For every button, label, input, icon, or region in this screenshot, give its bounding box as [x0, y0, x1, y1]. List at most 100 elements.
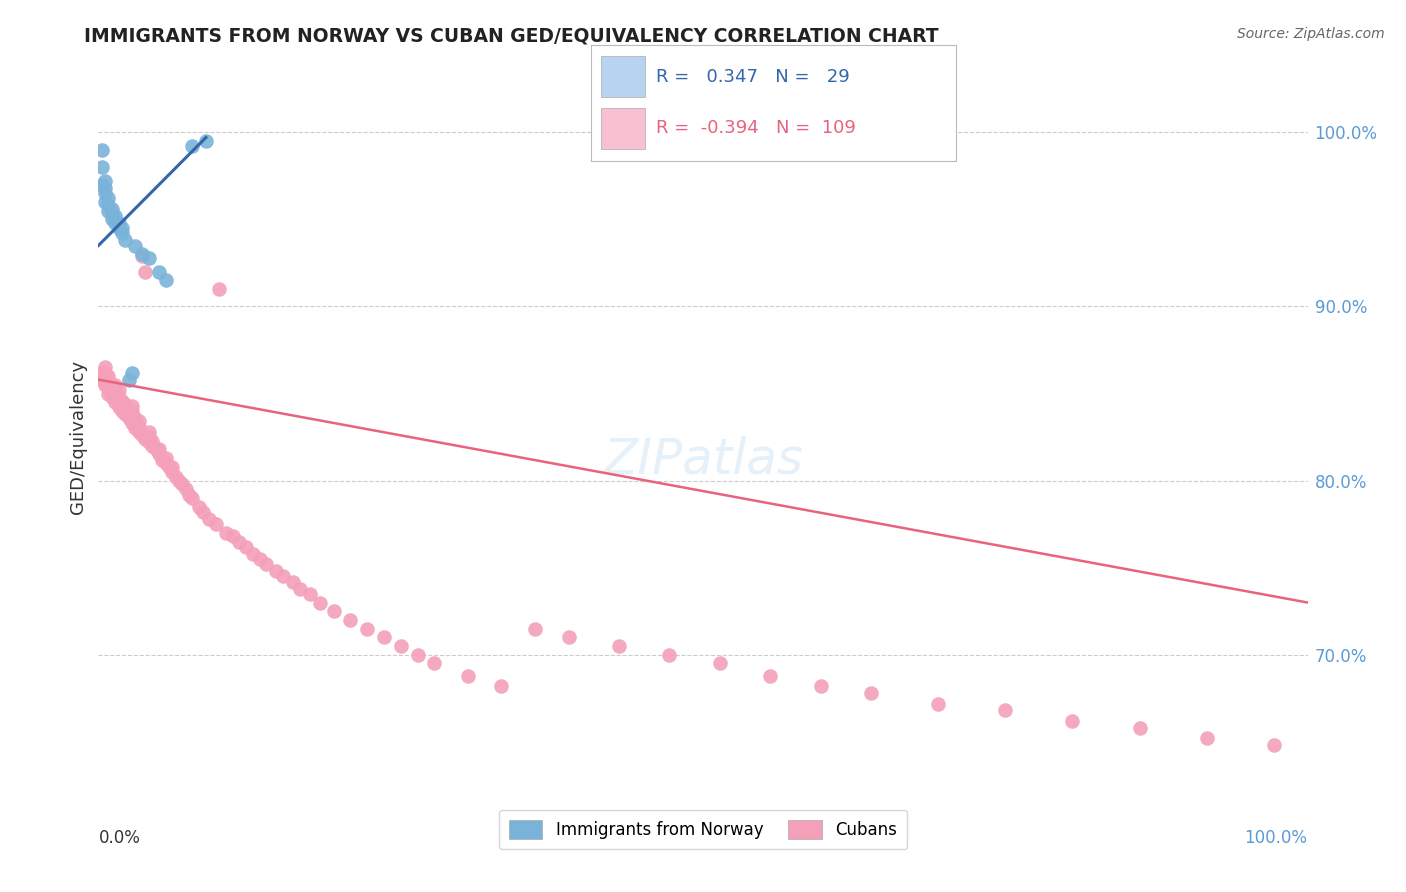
Point	[90, 160, 112, 174]
Point	[121, 399, 143, 413]
Point	[94, 174, 117, 188]
Point	[138, 425, 160, 439]
Text: ZIPatlas: ZIPatlas	[603, 435, 803, 483]
Point	[104, 395, 127, 409]
Point	[121, 416, 143, 430]
Point	[157, 459, 180, 474]
Point	[208, 282, 231, 296]
Point	[810, 679, 832, 693]
Point	[150, 452, 173, 467]
Text: IMMIGRANTS FROM NORWAY VS CUBAN GED/EQUIVALENCY CORRELATION CHART: IMMIGRANTS FROM NORWAY VS CUBAN GED/EQUI…	[84, 27, 939, 45]
Legend: Immigrants from Norway, Cubans: Immigrants from Norway, Cubans	[499, 810, 907, 849]
Point	[97, 203, 120, 218]
Point	[90, 143, 112, 157]
Point	[181, 139, 204, 153]
Point	[266, 564, 288, 578]
Point	[107, 221, 129, 235]
Point	[283, 574, 305, 589]
Point	[759, 668, 782, 682]
Point	[994, 704, 1017, 718]
FancyBboxPatch shape	[602, 56, 645, 97]
Text: R =  -0.394   N =  109: R = -0.394 N = 109	[657, 120, 856, 137]
Point	[104, 377, 127, 392]
Point	[94, 181, 117, 195]
Point	[299, 587, 322, 601]
Point	[174, 483, 197, 497]
Point	[101, 212, 124, 227]
Point	[118, 406, 141, 420]
Point	[128, 419, 150, 434]
Point	[94, 373, 117, 387]
Point	[148, 448, 170, 462]
Text: R =   0.347   N =   29: R = 0.347 N = 29	[657, 68, 851, 86]
Point	[104, 216, 127, 230]
Point	[97, 386, 120, 401]
Point	[94, 194, 117, 209]
Point	[524, 622, 547, 636]
Point	[104, 383, 127, 397]
Point	[104, 390, 127, 404]
Point	[658, 648, 681, 662]
Point	[155, 273, 177, 287]
Point	[309, 595, 332, 609]
Point	[128, 425, 150, 439]
Point	[271, 569, 294, 583]
Point	[138, 430, 160, 444]
Point	[111, 227, 134, 241]
Point	[607, 639, 630, 653]
Point	[423, 657, 446, 671]
Point	[373, 631, 395, 645]
Point	[107, 401, 129, 415]
Point	[1062, 714, 1084, 728]
Point	[194, 134, 217, 148]
Point	[104, 209, 127, 223]
Point	[134, 265, 156, 279]
Point	[90, 178, 112, 192]
Point	[111, 399, 134, 413]
Point	[557, 631, 579, 645]
Point	[356, 622, 378, 636]
Point	[94, 366, 117, 380]
Point	[121, 404, 143, 418]
Point	[114, 402, 136, 417]
Point	[101, 202, 124, 216]
Point	[1129, 721, 1152, 735]
Point	[145, 442, 167, 457]
Point	[121, 366, 143, 380]
Point	[167, 474, 190, 488]
Point	[1195, 731, 1218, 746]
Point	[927, 697, 949, 711]
Point	[1263, 739, 1285, 753]
Point	[148, 265, 170, 279]
Point	[235, 540, 257, 554]
Point	[172, 477, 194, 491]
Text: Source: ZipAtlas.com: Source: ZipAtlas.com	[1237, 27, 1385, 41]
Point	[198, 512, 221, 526]
Point	[97, 198, 120, 212]
Point	[188, 500, 211, 514]
Point	[155, 456, 177, 470]
Point	[165, 470, 187, 484]
Point	[107, 390, 129, 404]
Point	[90, 373, 112, 387]
Point	[124, 421, 146, 435]
Point	[242, 547, 264, 561]
Point	[94, 377, 117, 392]
Point	[162, 459, 184, 474]
Point	[118, 411, 141, 425]
Point	[97, 369, 120, 384]
Point	[101, 377, 124, 392]
Point	[191, 505, 214, 519]
Point	[124, 411, 146, 425]
Point	[134, 432, 156, 446]
Point	[94, 360, 117, 375]
Point	[131, 428, 153, 442]
Text: 100.0%: 100.0%	[1244, 829, 1308, 847]
Point	[118, 373, 141, 387]
Point	[406, 648, 429, 662]
Point	[491, 679, 513, 693]
Point	[101, 383, 124, 397]
Point	[162, 465, 184, 479]
Point	[141, 439, 163, 453]
Point	[90, 366, 112, 380]
